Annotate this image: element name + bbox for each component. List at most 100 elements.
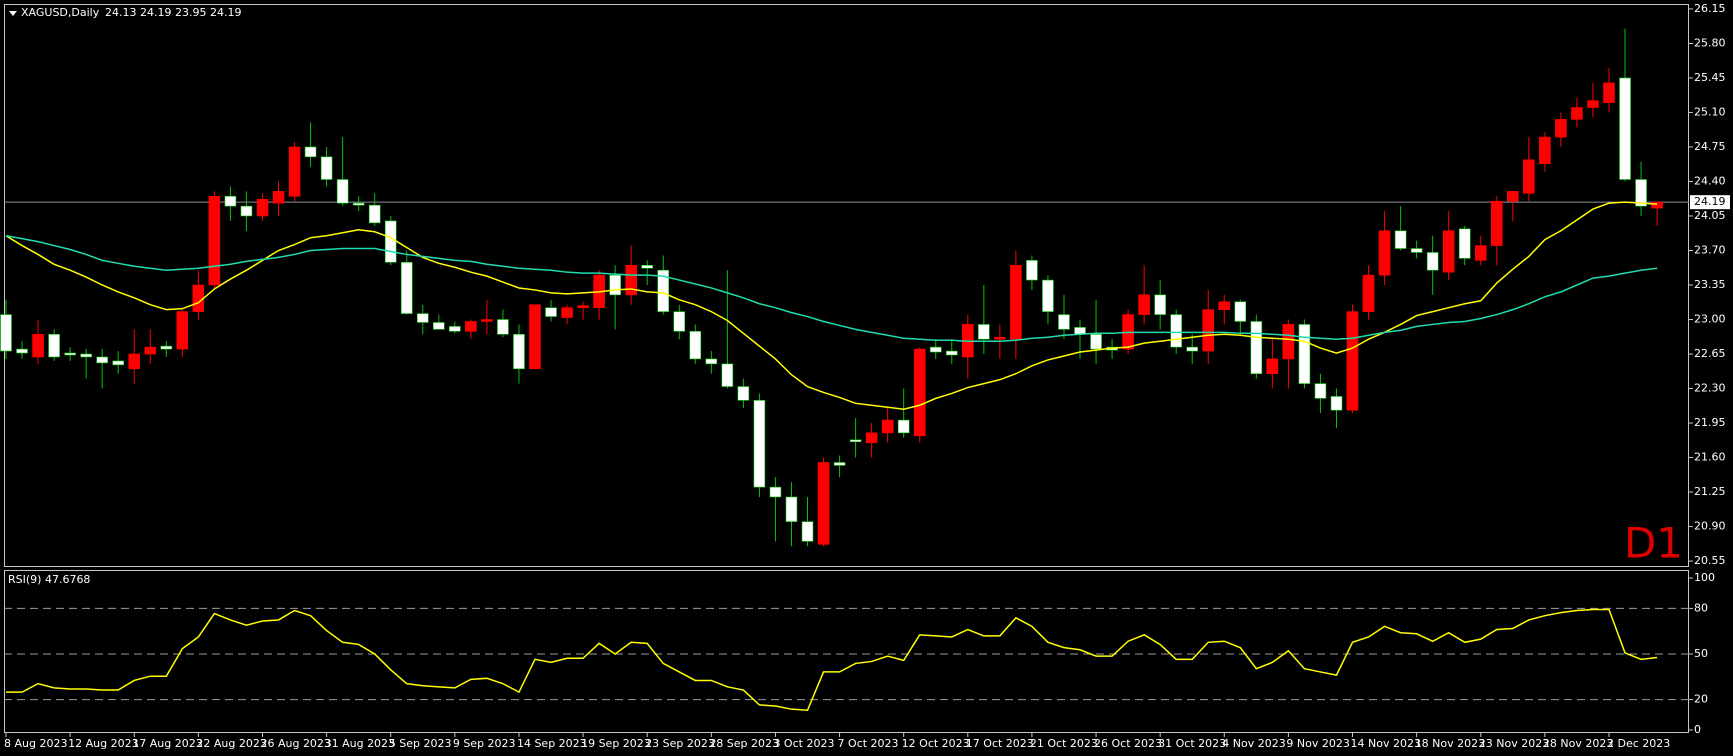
- x-tick-label: 9 Sep 2023: [453, 737, 516, 750]
- x-tick-label: 7 Oct 2023: [838, 737, 899, 750]
- y-tick-label: 26.15: [1694, 2, 1726, 15]
- candle-body: [336, 179, 349, 204]
- candle-body: [1442, 230, 1455, 273]
- y-tick-label: 25.45: [1694, 71, 1726, 84]
- y-tick-label: 24.05: [1694, 209, 1726, 222]
- candle-body: [1058, 314, 1070, 330]
- candle-body: [561, 307, 573, 318]
- candle-body: [945, 350, 958, 356]
- candle-body: [1378, 230, 1391, 276]
- price-panel-frame: [4, 4, 1689, 567]
- candle-body: [1474, 245, 1487, 261]
- candle-body: [16, 348, 28, 354]
- candle-body: [1170, 314, 1182, 348]
- candle-body: [817, 462, 830, 545]
- candle-body: [913, 348, 926, 437]
- candle-body: [1218, 301, 1231, 310]
- candle-body: [1490, 200, 1503, 246]
- candle-body: [208, 195, 221, 286]
- candle-body: [1603, 82, 1615, 103]
- y-tick-label: 80: [1694, 601, 1708, 614]
- x-tick-label: 26 Aug 2023: [260, 737, 330, 750]
- candle-body: [881, 419, 894, 434]
- candle-body: [1042, 279, 1054, 312]
- candle-body: [769, 486, 782, 498]
- y-tick-label: 22.30: [1694, 382, 1726, 395]
- candle-body: [1138, 294, 1150, 315]
- symbol-title: XAGUSD,Daily: [21, 6, 100, 19]
- y-tick-label: 23.00: [1694, 313, 1726, 326]
- candle-body: [256, 198, 269, 217]
- rsi-title: RSI(9) 47.6768: [8, 573, 90, 586]
- candle-body: [1202, 309, 1215, 352]
- candle-body: [1426, 252, 1439, 271]
- y-tick-label: 21.25: [1694, 485, 1726, 498]
- x-tick-label: 4 Nov 2023: [1222, 737, 1285, 750]
- y-tick-label: 25.10: [1694, 105, 1726, 118]
- candle-body: [176, 311, 189, 350]
- candle-body: [433, 322, 445, 330]
- candle-body: [1250, 321, 1263, 375]
- candle-body: [1266, 358, 1279, 375]
- candle-body: [64, 352, 76, 356]
- candle-body: [240, 205, 253, 217]
- candle-body: [497, 319, 509, 335]
- candle-body: [1523, 159, 1535, 194]
- candle-body: [1298, 324, 1311, 384]
- candle-body: [545, 307, 557, 317]
- candle-body: [192, 284, 205, 312]
- candle-body: [1619, 77, 1631, 180]
- timeframe-watermark: D1: [1624, 519, 1683, 568]
- candle-body: [368, 204, 381, 224]
- x-tick-label: 5 Sep 2023: [389, 737, 452, 750]
- candle-body: [978, 324, 990, 340]
- last-price-label: 24.19: [1694, 195, 1726, 208]
- candle-body: [481, 319, 493, 322]
- x-tick-label: 28 Nov 2023: [1543, 737, 1613, 750]
- candle-body: [1507, 191, 1519, 202]
- last-price-tag: [1690, 195, 1730, 210]
- rsi-line: [6, 608, 1658, 712]
- candle-body: [32, 333, 44, 358]
- candle-body: [1026, 260, 1038, 281]
- x-tick-label: 22 Aug 2023: [196, 737, 266, 750]
- candle-body: [1154, 294, 1166, 315]
- candle-body: [529, 304, 541, 370]
- x-tick-label: 9 Nov 2023: [1286, 737, 1349, 750]
- candle-body: [224, 195, 237, 207]
- candle-body: [689, 331, 702, 360]
- x-tick-label: 28 Sep 2023: [709, 737, 779, 750]
- candle-body: [705, 358, 718, 365]
- x-tick-label: 19 Sep 2023: [581, 737, 651, 750]
- candle-body: [465, 321, 477, 332]
- x-tick-label: 2 Dec 2023: [1607, 737, 1670, 750]
- candle-body: [1090, 333, 1102, 350]
- x-tick-label: 26 Oct 2023: [1094, 737, 1162, 750]
- candle-body: [272, 191, 285, 204]
- candle-body: [897, 419, 910, 434]
- y-tick-label: 25.80: [1694, 36, 1726, 49]
- x-tick-label: 17 Oct 2023: [966, 737, 1034, 750]
- candle-body: [1010, 264, 1022, 340]
- candle-body: [641, 264, 654, 269]
- candle-body: [1635, 179, 1647, 207]
- candle-body: [737, 386, 750, 401]
- x-tick-label: 12 Oct 2023: [902, 737, 970, 750]
- y-tick-label: 20.55: [1694, 554, 1726, 567]
- candle-body: [1587, 100, 1599, 108]
- candle-body: [1362, 274, 1375, 312]
- y-tick-label: 20.90: [1694, 520, 1726, 533]
- x-tick-label: 8 Aug 2023: [4, 737, 67, 750]
- candle-body: [657, 269, 670, 312]
- x-tick-label: 17 Aug 2023: [132, 737, 202, 750]
- candle-body: [801, 521, 814, 542]
- candle-body: [625, 264, 637, 296]
- candle-body: [513, 333, 525, 370]
- candle-body: [352, 202, 365, 206]
- ohlc-text: 24.13 24.19 23.95 24.19: [105, 6, 241, 19]
- y-tick-label: 0: [1694, 723, 1701, 736]
- candle-body: [1282, 324, 1295, 360]
- moving-average-line: [5, 234, 1658, 342]
- x-tick-label: 3 Oct 2023: [773, 737, 834, 750]
